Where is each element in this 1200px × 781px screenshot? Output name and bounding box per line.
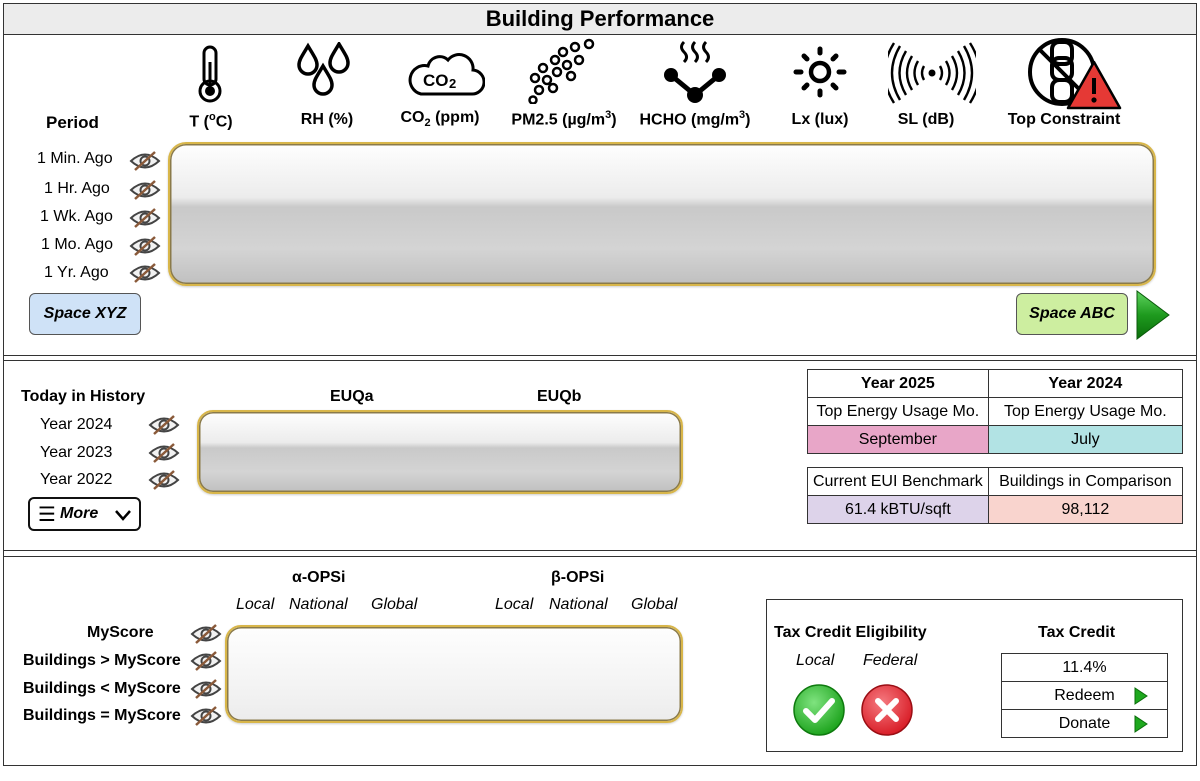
page-title: Building Performance [3,3,1197,35]
tax-credit-title: Tax Credit [1038,624,1116,641]
particles-icon [528,38,595,104]
redeem-label: Redeem [1054,687,1115,704]
space-xyz-button[interactable]: Space XYZ [29,293,141,335]
donate-arrow-icon[interactable] [1134,715,1148,733]
buildings-comparison-header: Buildings in Comparison [987,467,1184,496]
year-2025-header: Year 2025 [807,369,989,398]
eye-hidden-icon[interactable] [148,442,180,464]
svg-text:CO: CO [423,71,449,90]
beta-opsi-header: β-OPSi [551,569,605,586]
metric-label-lux: Lx (lux) [791,111,849,128]
today-in-history-title: Today in History [21,388,146,405]
eye-hidden-icon[interactable] [190,650,222,672]
eye-hidden-icon[interactable] [129,235,161,257]
donate-label: Donate [1058,715,1111,732]
humidity-drops-icon [297,42,350,96]
scope-label-national: National [549,596,608,613]
period-row-label: 1 Min. Ago [37,150,113,167]
eui-benchmark-header: Current EUI Benchmark [807,467,989,496]
period-label: Period [46,113,99,132]
tax-federal-label: Federal [863,652,918,669]
tax-local-label: Local [796,652,835,669]
section-divider [3,556,1197,557]
redeem-arrow-icon[interactable] [1134,687,1148,705]
section-divider [3,550,1197,551]
energy-usage-table: Year 2025 Year 2024 Top Energy Usage Mo.… [807,369,1184,454]
section-divider [3,360,1197,361]
history-year-label: Year 2023 [40,444,113,461]
scope-label-national: National [289,596,348,613]
alpha-opsi-header: α-OPSi [292,569,346,586]
thermometer-icon [198,45,222,103]
scope-label-global: Global [371,596,418,613]
top-month-2025: September [807,425,989,454]
eye-hidden-icon[interactable] [129,179,161,201]
space-abc-button[interactable]: Space ABC [1016,293,1128,335]
chain-warning-icon [1028,38,1122,110]
eye-hidden-icon[interactable] [148,469,180,491]
next-space-arrow-icon[interactable] [1135,289,1171,341]
period-row-label: 1 Hr. Ago [44,180,110,197]
tax-eligibility-title: Tax Credit Eligibility [774,624,927,641]
section-divider [3,355,1197,356]
more-dropdown-button[interactable]: ☰ More [28,497,141,531]
top-month-2024: July [987,425,1184,454]
eye-hidden-icon[interactable] [190,705,222,727]
top-energy-usage-label: Top Energy Usage Mo. [987,397,1184,426]
eye-hidden-icon[interactable] [190,678,222,700]
metric-label-hcho: HCHO (mg/m3) [639,109,751,129]
formaldehyde-molecule-icon [664,40,726,103]
eye-hidden-icon[interactable] [129,207,161,229]
buildings-comparison-value: 98,112 [987,495,1184,524]
period-row-label: 1 Yr. Ago [44,264,109,281]
period-row-label: 1 Mo. Ago [41,236,114,253]
eye-hidden-icon[interactable] [129,262,161,284]
metric-label-sound: SL (dB) [897,111,955,128]
co2-cloud-icon: CO 2 [408,53,485,96]
top-energy-usage-label: Top Energy Usage Mo. [807,397,989,426]
scope-label-local: Local [236,596,275,613]
eui-benchmark-value: 61.4 kBTU/sqft [807,495,989,524]
energy-history-panel [197,410,683,494]
score-row-label: Buildings < MyScore [23,680,181,697]
year-2024-header: Year 2024 [987,369,1184,398]
scope-label-local: Local [495,596,534,613]
score-row-label: Buildings = MyScore [23,707,181,724]
redeem-row[interactable]: Redeem [1001,681,1168,710]
eye-hidden-icon[interactable] [148,414,180,436]
metric-label-temperature: T (oC) [189,111,233,131]
scope-label-global: Global [631,596,678,613]
euqb-header: EUQb [537,388,582,405]
sound-waves-icon [888,42,976,104]
metrics-data-panel [168,142,1156,286]
menu-icon: ☰ [38,504,56,526]
eye-hidden-icon[interactable] [190,623,222,645]
more-label: More [60,505,99,522]
period-row-label: 1 Wk. Ago [40,208,113,225]
euqa-header: EUQa [330,388,374,405]
benchmark-table: Current EUI Benchmark Buildings in Compa… [807,467,1184,524]
metric-label-co2: CO2 (ppm) [400,109,480,130]
metric-label-humidity: RH (%) [300,111,354,128]
history-year-label: Year 2022 [40,471,113,488]
chevron-down-icon [115,510,131,521]
checkmark-icon [793,684,845,736]
opsi-score-panel [225,625,683,723]
tax-credit-value: 11.4% [1001,653,1168,682]
svg-text:2: 2 [449,76,456,91]
sun-icon [793,46,847,98]
history-year-label: Year 2024 [40,416,113,433]
score-row-label: MyScore [87,624,154,641]
metric-label-top-constraint: Top Constraint [1007,111,1121,128]
donate-row[interactable]: Donate [1001,709,1168,738]
metric-label-pm25: PM2.5 (µg/m3) [511,109,617,129]
eye-hidden-icon[interactable] [129,150,161,172]
cross-icon [861,684,913,736]
score-row-label: Buildings > MyScore [23,652,181,669]
